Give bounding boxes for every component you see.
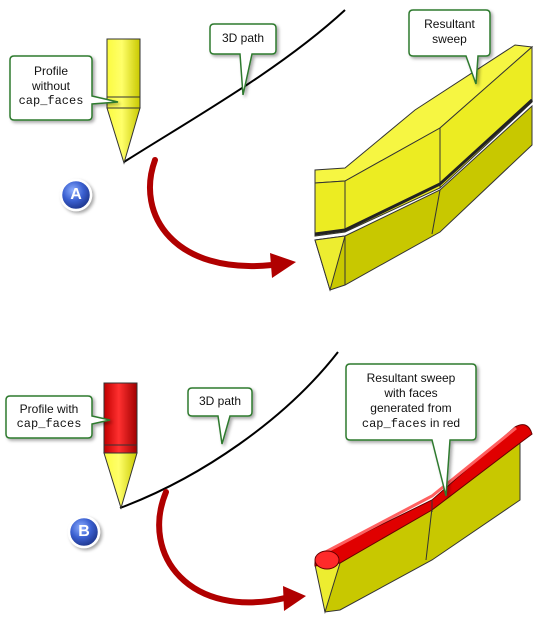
panel-b	[5, 351, 533, 614]
badge-b-letter: B	[78, 523, 90, 540]
badge-a-letter: A	[70, 186, 82, 203]
profile-callout-a	[9, 55, 119, 121]
path-callout-a	[209, 23, 277, 96]
path-curve-a	[123, 9, 346, 163]
badge-b	[67, 515, 101, 549]
sweep-arrow-b	[156, 489, 306, 611]
profile-callout-a-line1: Profile	[33, 64, 68, 78]
sweep-callout-b-line4-code: cap_faces	[361, 417, 427, 431]
profile-callout-a-text: Profile without cap_faces	[12, 64, 90, 109]
sweep-callout-b-line4-rest: in red	[426, 416, 461, 430]
profile-callout-a-line3: cap_faces	[18, 94, 84, 108]
sweep-callout-a-text: Resultant sweep	[411, 17, 488, 47]
sweep-arrow-a	[147, 157, 296, 278]
path-callout-b-text: 3D path	[198, 394, 242, 408]
panel-a	[9, 9, 534, 292]
profile-shape-a	[106, 38, 141, 165]
path-callout-a-text: 3D path	[221, 31, 265, 45]
sweep-solid-a	[314, 44, 534, 292]
profile-callout-b-line1: Profile with	[19, 402, 79, 416]
profile-callout-a-line2: without	[31, 79, 71, 93]
path-curve-b	[119, 351, 339, 509]
profile-shape-b	[103, 382, 138, 510]
badge-a	[59, 178, 93, 212]
path-callout-b	[187, 387, 253, 445]
sweep-callout-b-line4: cap_faces in red	[348, 416, 474, 432]
sweep-callout-b-line1: Resultant sweep	[366, 371, 456, 385]
sweep-callout-a	[408, 9, 491, 85]
sweep-solid-b	[314, 424, 533, 614]
sweep-callout-b-line3: generated from	[370, 401, 452, 415]
profile-callout-b	[5, 395, 111, 439]
profile-callout-b-text: Profile with cap_faces	[8, 402, 90, 432]
sweep-callout-b-text: Resultant sweep with faces generated fro…	[348, 371, 474, 432]
sweep-callout-a-line1: Resultant	[424, 17, 475, 31]
sweep-callout-b	[345, 363, 477, 497]
profile-callout-b-line2: cap_faces	[16, 417, 82, 431]
sweep-callout-b-line2: with faces	[384, 386, 438, 400]
sweep-callout-a-line2: sweep	[432, 32, 467, 46]
